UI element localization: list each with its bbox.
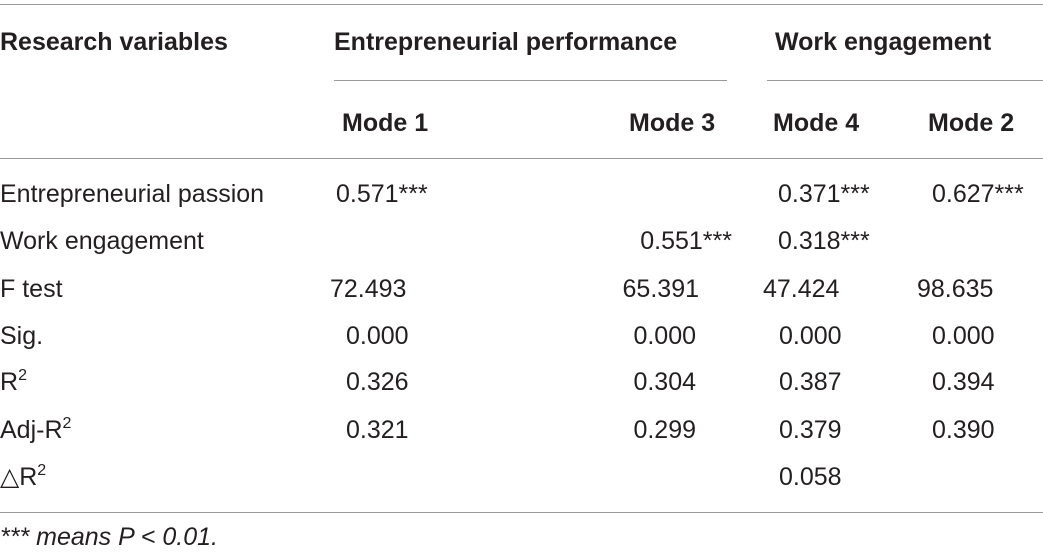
table-cell: 0.571*** [336, 180, 428, 208]
row-label: Work engagement [0, 226, 204, 256]
table-cell: 0.299 [633, 416, 696, 444]
row-label-text: F test [0, 275, 63, 303]
header-group-entrepreneurial-performance: Entrepreneurial performance [334, 28, 678, 56]
table-cell: 72.493 [330, 275, 407, 303]
header-research-variables: Research variables [0, 28, 228, 56]
superscript: 2 [18, 367, 27, 384]
header-mode-1: Mode 1 [342, 109, 429, 137]
table-cell: 0.058 [779, 463, 842, 491]
row-label: R2 [0, 367, 27, 401]
header-mode-3: Mode 3 [629, 109, 716, 137]
row-label-text: Adj-R [0, 416, 63, 444]
row-label-text: Sig. [0, 322, 44, 350]
header-mode-4: Mode 4 [773, 109, 860, 137]
row-label-text: R [0, 368, 19, 396]
header-mode-2: Mode 2 [928, 109, 1015, 137]
row-label-text: Work engagement [0, 227, 204, 255]
table-cell: 0.000 [346, 322, 409, 350]
table-cell: 0.000 [779, 322, 842, 350]
row-label: Entrepreneurial passion [0, 179, 264, 209]
table-cell: 0.394 [932, 368, 995, 396]
group-rule-entrepreneurial-performance [334, 80, 727, 81]
table-cell: 0.371*** [778, 180, 870, 208]
row-label-text: △R [0, 463, 38, 491]
table-cell: 98.635 [917, 275, 994, 303]
header-bottom-rule [0, 158, 1043, 159]
table-cell: 0.318*** [778, 227, 870, 255]
row-label: Sig. [0, 321, 43, 351]
table-cell: 0.321 [346, 416, 409, 444]
table-cell: 0.390 [932, 416, 995, 444]
row-label: △R2 [0, 462, 46, 496]
table-cell: 0.000 [633, 322, 696, 350]
table-bottom-rule [0, 512, 1043, 513]
table-cell: 0.379 [779, 416, 842, 444]
table-cell: 0.304 [633, 368, 696, 396]
table-cell: 65.391 [622, 275, 699, 303]
table-cell: 0.627*** [932, 180, 1024, 208]
group-rule-work-engagement [767, 80, 1043, 81]
superscript: 2 [37, 462, 47, 479]
row-label-text: Entrepreneurial passion [0, 180, 265, 208]
superscript: 2 [62, 415, 72, 432]
table-cell: 0.326 [346, 368, 409, 396]
table-cell: 0.551*** [640, 227, 732, 255]
row-label: F test [0, 274, 63, 304]
table-cell: 47.424 [763, 275, 840, 303]
table-cell: 0.000 [932, 322, 995, 350]
header-group-work-engagement: Work engagement [775, 28, 992, 56]
top-rule [0, 4, 1043, 5]
table-footnote: *** means P < 0.01. [0, 523, 218, 551]
row-label: Adj-R2 [0, 415, 71, 449]
table-cell: 0.387 [779, 368, 842, 396]
